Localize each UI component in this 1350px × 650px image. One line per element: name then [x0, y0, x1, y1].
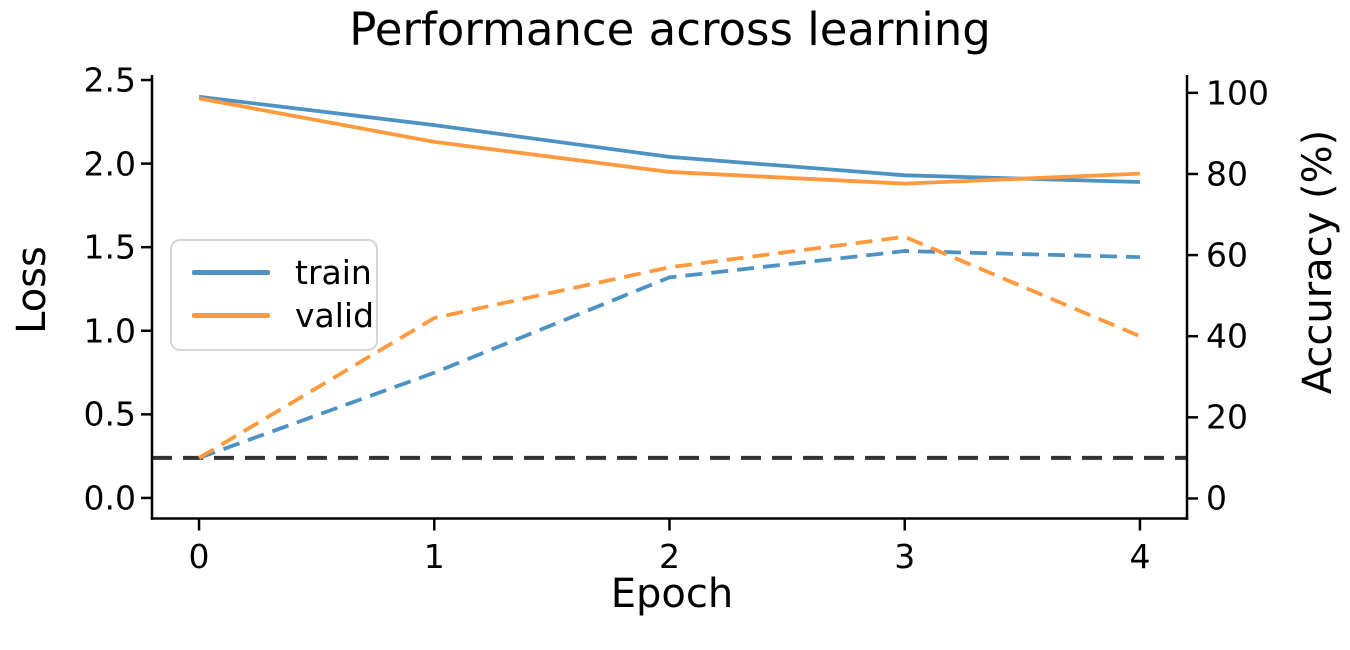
y-tick-right-40: 40: [1206, 316, 1248, 356]
y-axis-label-left: Loss: [9, 246, 55, 334]
y-tick-right-100: 100: [1206, 73, 1269, 113]
y-tick-left-0.0: 0.0: [83, 478, 136, 518]
series-line-valid-accuracy: [198, 234, 1141, 460]
series-line-train-loss: [198, 94, 1141, 184]
y-tick-left-1.5: 1.5: [83, 227, 136, 267]
y-tick-left-0.5: 0.5: [83, 394, 136, 434]
x-tick-4: 4: [1129, 537, 1151, 576]
y-tick-right-80: 80: [1206, 154, 1248, 194]
legend-line-valid: [192, 313, 270, 318]
series-line-valid-loss: [198, 96, 1141, 186]
y-tick-left-1.0: 1.0: [83, 311, 136, 351]
y-tick-right-0: 0: [1206, 478, 1227, 518]
y-tick-left-2.0: 2.0: [83, 144, 136, 184]
x-tick-2: 2: [659, 537, 680, 576]
legend-entry-valid: valid: [192, 299, 374, 332]
y-tick-left-2.5: 2.5: [83, 60, 136, 100]
legend-line-train: [192, 270, 270, 275]
legend-label-valid: valid: [295, 296, 375, 335]
y-axis-label-right: Accuracy (%): [1295, 129, 1341, 395]
chart-title: Performance across learning: [349, 3, 991, 56]
y-tick-right-20: 20: [1206, 397, 1248, 437]
x-axis-label: Epoch: [610, 571, 734, 617]
series-line-train-accuracy: [198, 249, 1141, 460]
x-tick-3: 3: [894, 537, 916, 576]
x-tick-0: 0: [188, 537, 210, 576]
legend-entry-train: train: [192, 256, 372, 289]
legend-label-train: train: [295, 253, 372, 292]
legend: train valid: [170, 239, 378, 351]
y-tick-right-60: 60: [1206, 235, 1248, 275]
x-tick-1: 1: [423, 537, 445, 576]
